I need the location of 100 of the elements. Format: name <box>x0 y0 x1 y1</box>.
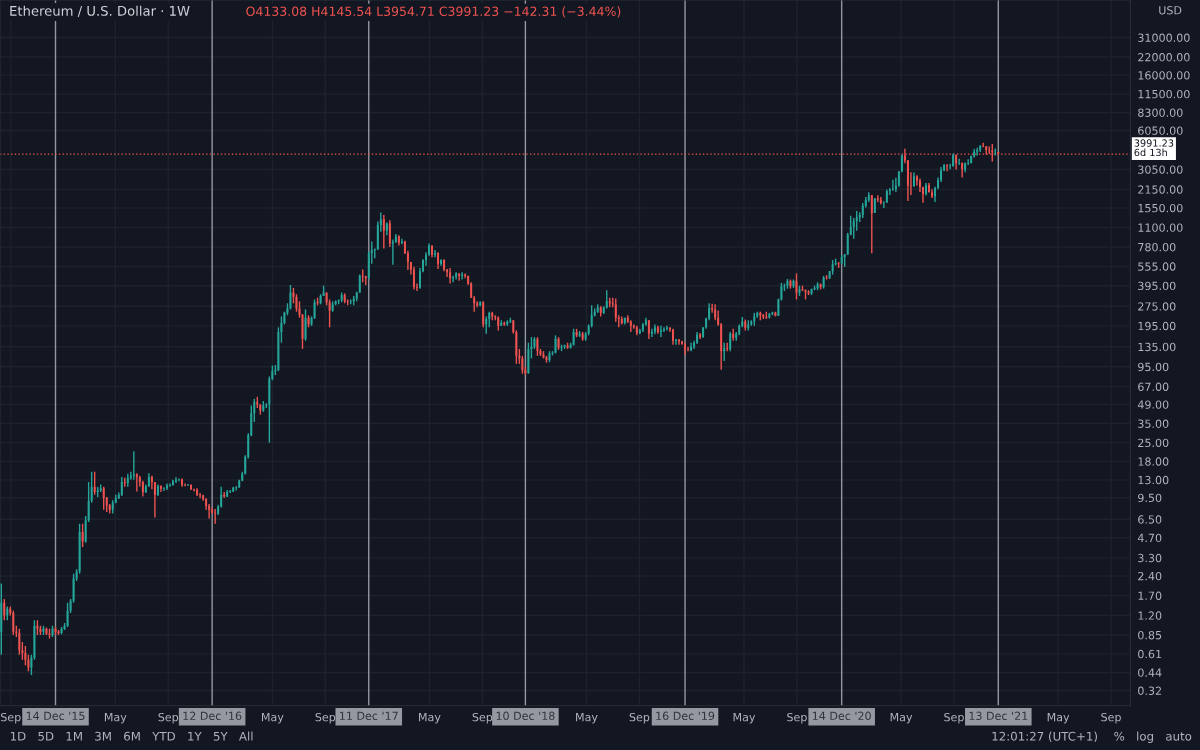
y-tick-label: 780.00 <box>1138 242 1176 252</box>
candlestick <box>855 210 858 232</box>
y-tick-label: 6.50 <box>1138 515 1162 524</box>
candlestick <box>560 343 563 352</box>
annotation: O4133.08 H4145.54 L3954.71 C3991.23 −142.31 (−3.44%) <box>246 6 621 18</box>
x-tick-label: Sep <box>158 712 179 724</box>
y-tick-label: 2.40 <box>1138 571 1162 581</box>
candlestick <box>813 285 816 291</box>
candlestick <box>536 336 539 357</box>
x-tick-label: Sep <box>315 712 336 724</box>
y-tick-label: 0.44 <box>1138 668 1162 677</box>
candlestick <box>78 523 81 575</box>
candlestick <box>566 342 569 350</box>
candlestick <box>461 271 464 281</box>
candlestick <box>557 336 560 351</box>
y-tick-label: 35.00 <box>1138 419 1169 428</box>
y-tick-label: 195.00 <box>1138 321 1176 331</box>
candlestick <box>925 182 927 197</box>
x-tick-label: May <box>733 713 756 724</box>
candlestick <box>774 311 777 318</box>
y-tick-label: 3050.00 <box>1138 165 1183 174</box>
y-tick-label: 0.85 <box>1138 630 1162 640</box>
candlestick <box>268 375 271 444</box>
y-tick-label: 8300.00 <box>1138 108 1183 117</box>
candlestick <box>780 282 783 302</box>
candlestick <box>18 627 21 656</box>
ref-line-label: 12 Dec '16 <box>183 711 242 720</box>
y-tick-label: 3.30 <box>1138 553 1162 563</box>
candlestick <box>876 194 879 203</box>
candlestick <box>42 625 45 636</box>
x-tick-label: May <box>104 713 127 724</box>
candlestick <box>319 293 322 305</box>
candlestick <box>81 523 84 548</box>
ref-line-label: 11 Dec '17 <box>340 711 398 720</box>
candlestick <box>572 328 575 347</box>
candlestick <box>434 249 437 259</box>
chart-title: Ethereum / U.S. Dollar · 1W <box>10 5 190 17</box>
text: 1D 5D 1M 3M 6M YTD 1Y 5Y All <box>10 731 253 741</box>
y-tick-label: 22000.00 <box>1138 53 1190 62</box>
text: % log auto <box>1114 731 1192 743</box>
candlestick <box>431 244 434 259</box>
y-tick-label: 6050.00 <box>1138 126 1183 135</box>
y-tick-label: 1.20 <box>1138 611 1162 620</box>
candlestick <box>786 278 789 290</box>
candlestick <box>629 319 632 333</box>
candlestick <box>762 313 765 320</box>
x-tick-label: Sep <box>1101 712 1121 724</box>
y-tick-label: 49.00 <box>1137 400 1169 409</box>
candlestick <box>343 292 346 304</box>
ref-line-label: 3991.23 6d 13h <box>1134 139 1174 157</box>
candlestick <box>672 328 674 346</box>
x-tick-label: May <box>576 713 598 724</box>
y-tick-label: 2150.00 <box>1138 185 1183 194</box>
y-tick-label: 1550.00 <box>1138 203 1183 213</box>
candlestick <box>816 281 819 291</box>
candlestick <box>810 287 813 296</box>
y-tick-label: 9.50 <box>1138 493 1162 503</box>
candlestick <box>928 182 931 194</box>
candlestick <box>527 342 530 375</box>
candlestick <box>449 267 452 285</box>
ref-line-label: 16 Dec '19 <box>656 711 715 720</box>
candlestick <box>804 288 807 301</box>
candlestick <box>729 331 732 352</box>
ref-line-label: 14 Dec '15 <box>26 711 85 720</box>
candlestick <box>36 619 39 636</box>
candlestick <box>819 282 822 291</box>
candlestick <box>262 400 265 413</box>
candlestick <box>509 317 512 324</box>
y-tick-label: 67.00 <box>1138 382 1169 391</box>
ref-line-label: 13 Dec '21 <box>969 711 1028 720</box>
y-tick-label: 1100.00 <box>1138 223 1183 232</box>
candlestick <box>304 308 307 342</box>
y-tick-label: 0.61 <box>1138 649 1162 659</box>
candlestick <box>307 314 310 329</box>
y-tick-label: 0.32 <box>1138 686 1161 695</box>
candlestick <box>822 275 825 290</box>
candlestick <box>102 486 105 511</box>
candlestick <box>132 450 135 481</box>
y-tick-label: 395.00 <box>1138 281 1176 291</box>
candlestick <box>93 471 96 496</box>
y-tick-label: 1.70 <box>1138 591 1162 600</box>
candlestick <box>331 300 334 313</box>
candlestick <box>45 626 48 636</box>
candlestick <box>12 610 15 636</box>
candlestick <box>946 163 949 173</box>
candlestick <box>665 325 668 332</box>
y-tick-label: 95.00 <box>1138 362 1169 372</box>
x-tick-label: Sep <box>944 712 964 724</box>
candlestick <box>789 278 792 290</box>
y-tick-label: 16000.00 <box>1138 71 1190 80</box>
candlestick <box>554 334 557 355</box>
x-tick-label: Sep <box>472 712 493 724</box>
candlestick <box>675 338 677 346</box>
candlestick <box>289 284 292 311</box>
candlestick <box>581 331 584 342</box>
y-tick-label: 25.00 <box>1138 438 1169 448</box>
x-tick-label: May <box>261 713 284 724</box>
candlestick <box>891 179 894 192</box>
candlestick <box>316 296 319 306</box>
x-tick-label: Sep <box>629 712 650 724</box>
